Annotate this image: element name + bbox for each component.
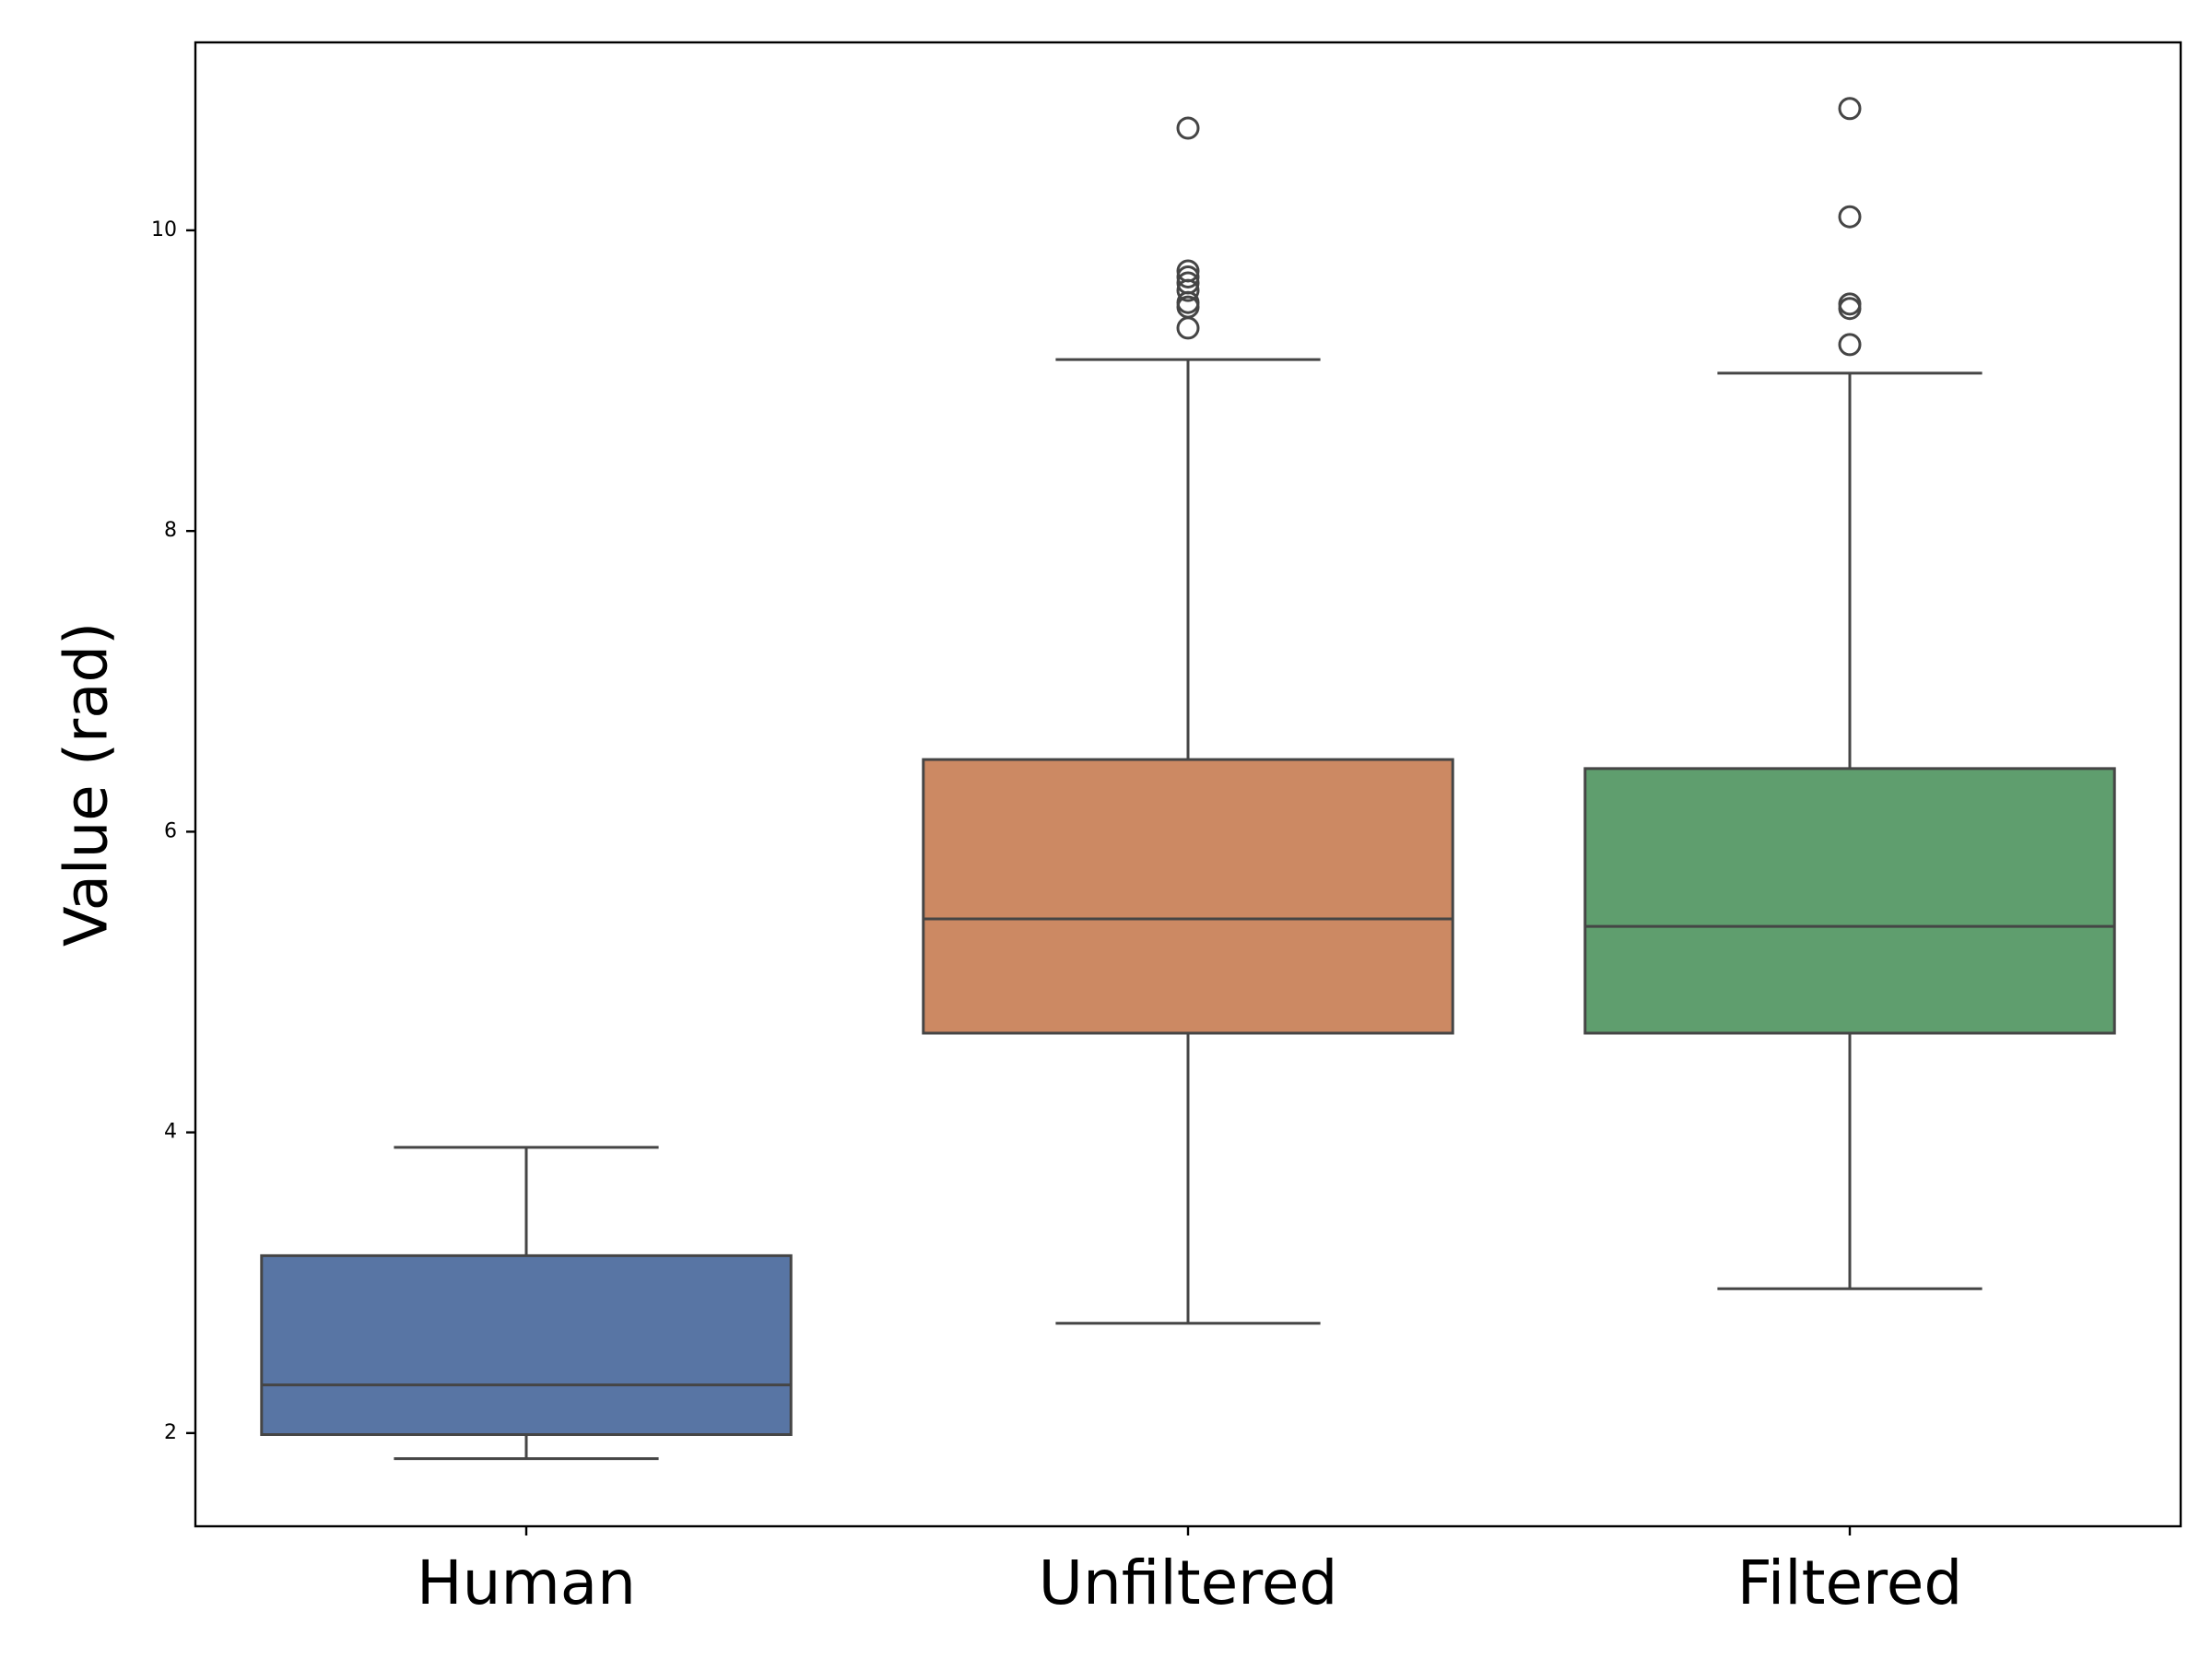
outlier-point <box>1176 316 1200 340</box>
x-tick-label: Filtered <box>1737 1547 1963 1618</box>
interquartile-box <box>922 758 1454 1035</box>
interquartile-box <box>260 1253 793 1436</box>
y-axis: 2 4 6 8 10 <box>151 218 195 1444</box>
outlier-point <box>1176 265 1200 288</box>
y-tick-label: 10 <box>151 218 177 241</box>
interquartile-box <box>1583 767 2116 1035</box>
box-filtered <box>1583 97 2116 1290</box>
outlier-point <box>1176 116 1200 140</box>
y-tick-label: 2 <box>164 1421 177 1444</box>
y-axis-label: Value (rad) <box>53 622 122 947</box>
x-tick-label: Human <box>417 1547 636 1618</box>
x-tick-label: Unfiltered <box>1039 1547 1338 1618</box>
box-unfiltered <box>922 116 1454 1325</box>
x-axis: Human Unfiltered Filtered <box>417 1526 1962 1618</box>
y-tick-label: 8 <box>164 519 177 542</box>
outlier-point <box>1838 205 1862 229</box>
y-tick-label: 6 <box>164 819 177 842</box>
outlier-point <box>1838 297 1862 321</box>
outlier-point <box>1176 278 1200 302</box>
boxes-group <box>260 97 2116 1461</box>
box-human <box>260 1146 793 1461</box>
outlier-point <box>1838 333 1862 357</box>
y-tick-label: 4 <box>164 1121 177 1144</box>
outlier-point <box>1838 97 1862 121</box>
